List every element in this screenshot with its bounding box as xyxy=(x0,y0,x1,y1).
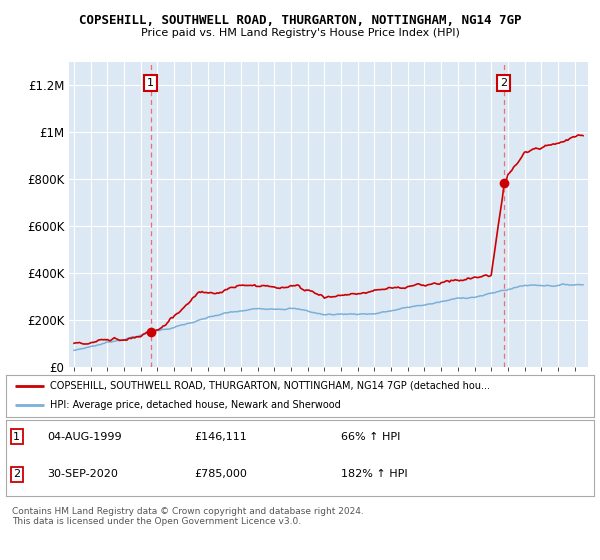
Text: Price paid vs. HM Land Registry's House Price Index (HPI): Price paid vs. HM Land Registry's House … xyxy=(140,28,460,38)
Text: HPI: Average price, detached house, Newark and Sherwood: HPI: Average price, detached house, Newa… xyxy=(50,400,341,410)
Text: £146,111: £146,111 xyxy=(194,432,247,442)
Text: Contains HM Land Registry data © Crown copyright and database right 2024.
This d: Contains HM Land Registry data © Crown c… xyxy=(12,507,364,526)
Text: COPSEHILL, SOUTHWELL ROAD, THURGARTON, NOTTINGHAM, NG14 7GP (detached hou...: COPSEHILL, SOUTHWELL ROAD, THURGARTON, N… xyxy=(50,381,490,391)
Text: 04-AUG-1999: 04-AUG-1999 xyxy=(47,432,122,442)
Text: 1: 1 xyxy=(147,78,154,88)
Text: £785,000: £785,000 xyxy=(194,469,247,479)
Text: 2: 2 xyxy=(13,469,20,479)
Text: 30-SEP-2020: 30-SEP-2020 xyxy=(47,469,118,479)
Text: 2: 2 xyxy=(500,78,507,88)
Text: COPSEHILL, SOUTHWELL ROAD, THURGARTON, NOTTINGHAM, NG14 7GP: COPSEHILL, SOUTHWELL ROAD, THURGARTON, N… xyxy=(79,14,521,27)
Text: 66% ↑ HPI: 66% ↑ HPI xyxy=(341,432,401,442)
Text: 182% ↑ HPI: 182% ↑ HPI xyxy=(341,469,408,479)
Text: 1: 1 xyxy=(13,432,20,442)
